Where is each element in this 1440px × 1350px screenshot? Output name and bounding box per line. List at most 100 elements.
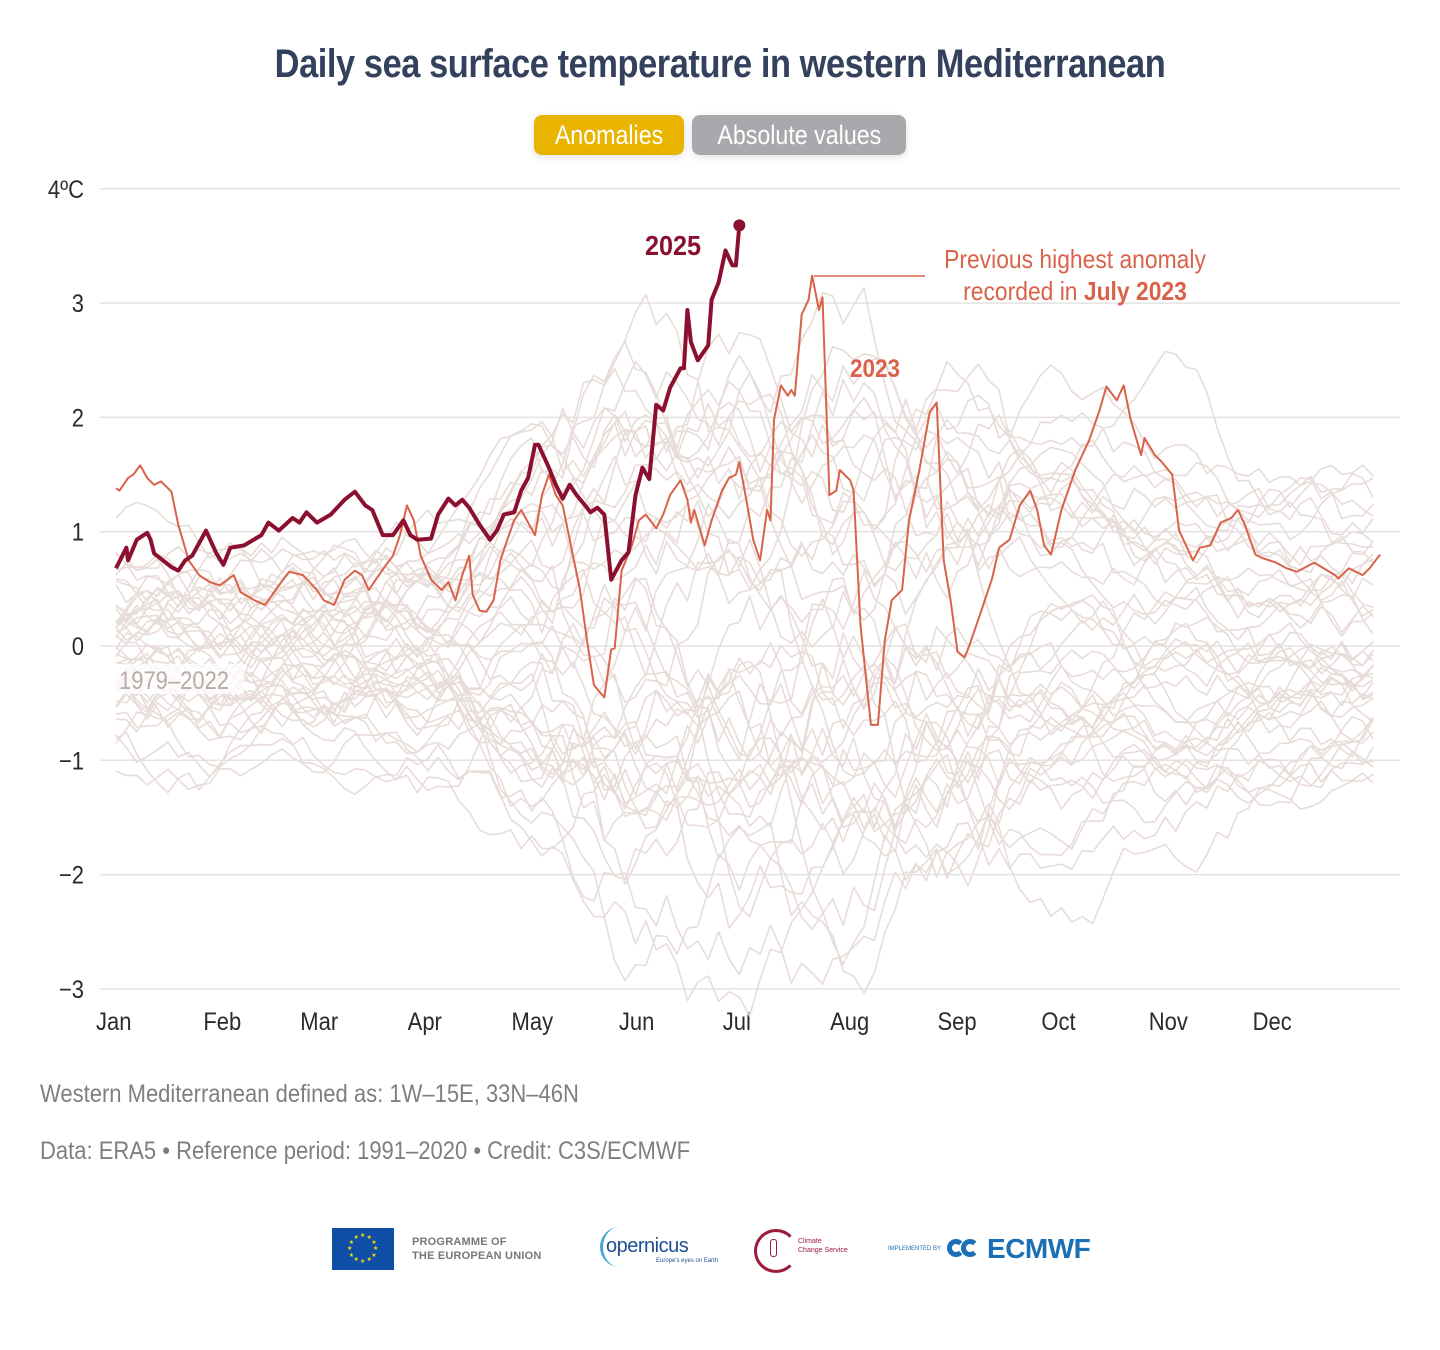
y-tick-label: 0 <box>72 633 84 661</box>
background-year-line <box>115 693 1374 985</box>
x-tick-label: May <box>512 1008 554 1036</box>
eu-star-icon: ★ <box>353 1234 359 1241</box>
copernicus-wordmark: opernicus <box>606 1235 689 1257</box>
background-year-line <box>115 679 1374 966</box>
x-tick-label: Dec <box>1253 1008 1292 1036</box>
background-year-line <box>115 293 1374 642</box>
ecmwf-mark-icon <box>947 1239 983 1259</box>
background-year-line <box>115 538 1374 751</box>
eu-star-icon: ★ <box>371 1239 377 1246</box>
view-toggle: Anomalies Absolute values <box>0 115 1440 155</box>
background-year-line <box>115 354 1374 651</box>
x-tick-label: Nov <box>1149 1008 1188 1036</box>
eu-star-icon: ★ <box>348 1239 355 1246</box>
series-line-2025 <box>114 225 742 582</box>
background-year-line <box>115 360 1374 608</box>
x-tick-label: Mar <box>300 1008 338 1036</box>
background-year-line <box>115 533 1374 808</box>
background-year-line <box>115 493 1374 694</box>
eu-star-icon: ★ <box>360 1259 366 1265</box>
y-tick-label: 4ºC <box>48 176 84 204</box>
label-2023: 2023 <box>850 355 900 383</box>
background-year-line <box>115 345 1374 653</box>
c3s-logo: Climate Change Service <box>754 1225 864 1273</box>
y-tick-label: −3 <box>59 976 84 1004</box>
x-tick-label: Apr <box>408 1008 442 1036</box>
background-year-line <box>115 676 1374 871</box>
eu-star-icon: ★ <box>353 1257 359 1264</box>
series-line-2023 <box>115 274 1381 726</box>
thermometer-icon <box>770 1239 777 1257</box>
c3s-line1: Climate <box>798 1238 822 1245</box>
background-year-line <box>115 363 1374 601</box>
annotations: 2025 2023 Previous highest anomaly recor… <box>645 230 1207 384</box>
background-year-line <box>115 594 1374 818</box>
background-year-line <box>115 550 1374 732</box>
y-tick-label: −2 <box>59 861 84 889</box>
record-note-bold: July 2023 <box>1084 278 1187 307</box>
background-year-line <box>115 624 1374 794</box>
background-year-line <box>115 641 1374 791</box>
latest-point-2025 <box>733 219 746 232</box>
background-year-line <box>115 654 1374 982</box>
copernicus-tagline: Europe's eyes on Earth <box>656 1258 719 1264</box>
c3s-text: Climate Change Service <box>798 1237 848 1255</box>
label-2025: 2025 <box>645 230 701 262</box>
grid-lines <box>100 188 1400 990</box>
copernicus-arc-icon <box>600 1227 639 1267</box>
anomalies-label: Anomalies <box>554 120 663 150</box>
background-year-line <box>115 731 1374 1017</box>
absolute-values-label: Absolute values <box>717 120 881 150</box>
ecmwf-wordmark: ECMWF <box>987 1233 1091 1264</box>
background-years-lines <box>115 287 1374 1017</box>
y-tick-label: 1 <box>72 518 84 546</box>
eu-star-icon: ★ <box>360 1233 366 1239</box>
ecmwf-logo: IMPLEMENTED BY ECMWF <box>888 1233 1091 1265</box>
background-years-label: 1979–2022 <box>119 667 229 695</box>
x-tick-label: Oct <box>1041 1008 1076 1036</box>
background-year-line <box>115 640 1374 796</box>
background-year-line <box>115 570 1374 758</box>
background-year-line <box>115 341 1374 632</box>
record-note-line1: Previous highest anomaly <box>944 246 1206 275</box>
background-year-line <box>115 609 1374 779</box>
absolute-values-toggle-button[interactable]: Absolute values <box>691 115 907 155</box>
y-axis: 4ºC 3 2 1 0 −1 −2 −3 <box>48 176 84 1004</box>
highlight-lines <box>114 219 1381 726</box>
x-tick-label: Aug <box>830 1008 869 1036</box>
c3s-ring-icon <box>754 1229 798 1273</box>
background-year-line <box>115 455 1374 667</box>
eu-programme-text: PROGRAMME OF THE EUROPEAN UNION <box>412 1235 572 1263</box>
region-definition-note: Western Mediterranean defined as: 1W–15E… <box>40 1080 579 1108</box>
eu-star-icon: ★ <box>366 1257 372 1264</box>
eu-star-icon: ★ <box>347 1246 353 1252</box>
chart-title: Daily sea surface temperature in western… <box>274 42 1166 86</box>
copernicus-logo: opernicus Europe's eyes on Earth <box>600 1225 730 1273</box>
x-tick-label: Jul <box>723 1008 751 1036</box>
background-year-line <box>115 622 1374 830</box>
background-year-line <box>115 647 1374 925</box>
eu-star-icon: ★ <box>366 1234 372 1241</box>
x-tick-label: Jun <box>619 1008 654 1036</box>
y-tick-label: 3 <box>72 290 84 318</box>
background-year-line <box>115 331 1374 594</box>
background-label-backdrop <box>114 664 244 694</box>
credit-note: Data: ERA5 • Reference period: 1991–2020… <box>40 1137 691 1165</box>
eu-flag-icon: ★ ★ ★ ★ ★ ★ ★ ★ ★ ★ ★ ★ <box>332 1228 394 1270</box>
anomalies-toggle-button[interactable]: Anomalies <box>533 115 684 155</box>
background-year-line <box>115 679 1374 929</box>
x-axis: Jan Feb Mar Apr May Jun Jul Aug Sep Oct Nov Dec <box>96 1008 1292 1036</box>
background-year-line <box>115 367 1374 624</box>
chart-svg: 4ºC 3 2 1 0 −1 −2 −3 Jan Feb Mar Apr May Jun Jul Aug Se… <box>48 176 1400 1036</box>
c3s-line2: Change Service <box>798 1247 848 1254</box>
record-note-line2: recorded in July 2023 <box>963 278 1187 307</box>
eu-star-icon: ★ <box>373 1246 379 1252</box>
record-note-prefix: recorded in <box>963 278 1084 307</box>
eu-star-icon: ★ <box>348 1252 355 1259</box>
background-year-line <box>115 683 1374 994</box>
y-tick-label: −1 <box>59 747 84 775</box>
eu-line1: PROGRAMME OF <box>412 1236 507 1248</box>
background-year-line <box>115 402 1374 625</box>
eu-line2: THE EUROPEAN UNION <box>412 1250 542 1262</box>
background-year-line <box>115 364 1374 588</box>
